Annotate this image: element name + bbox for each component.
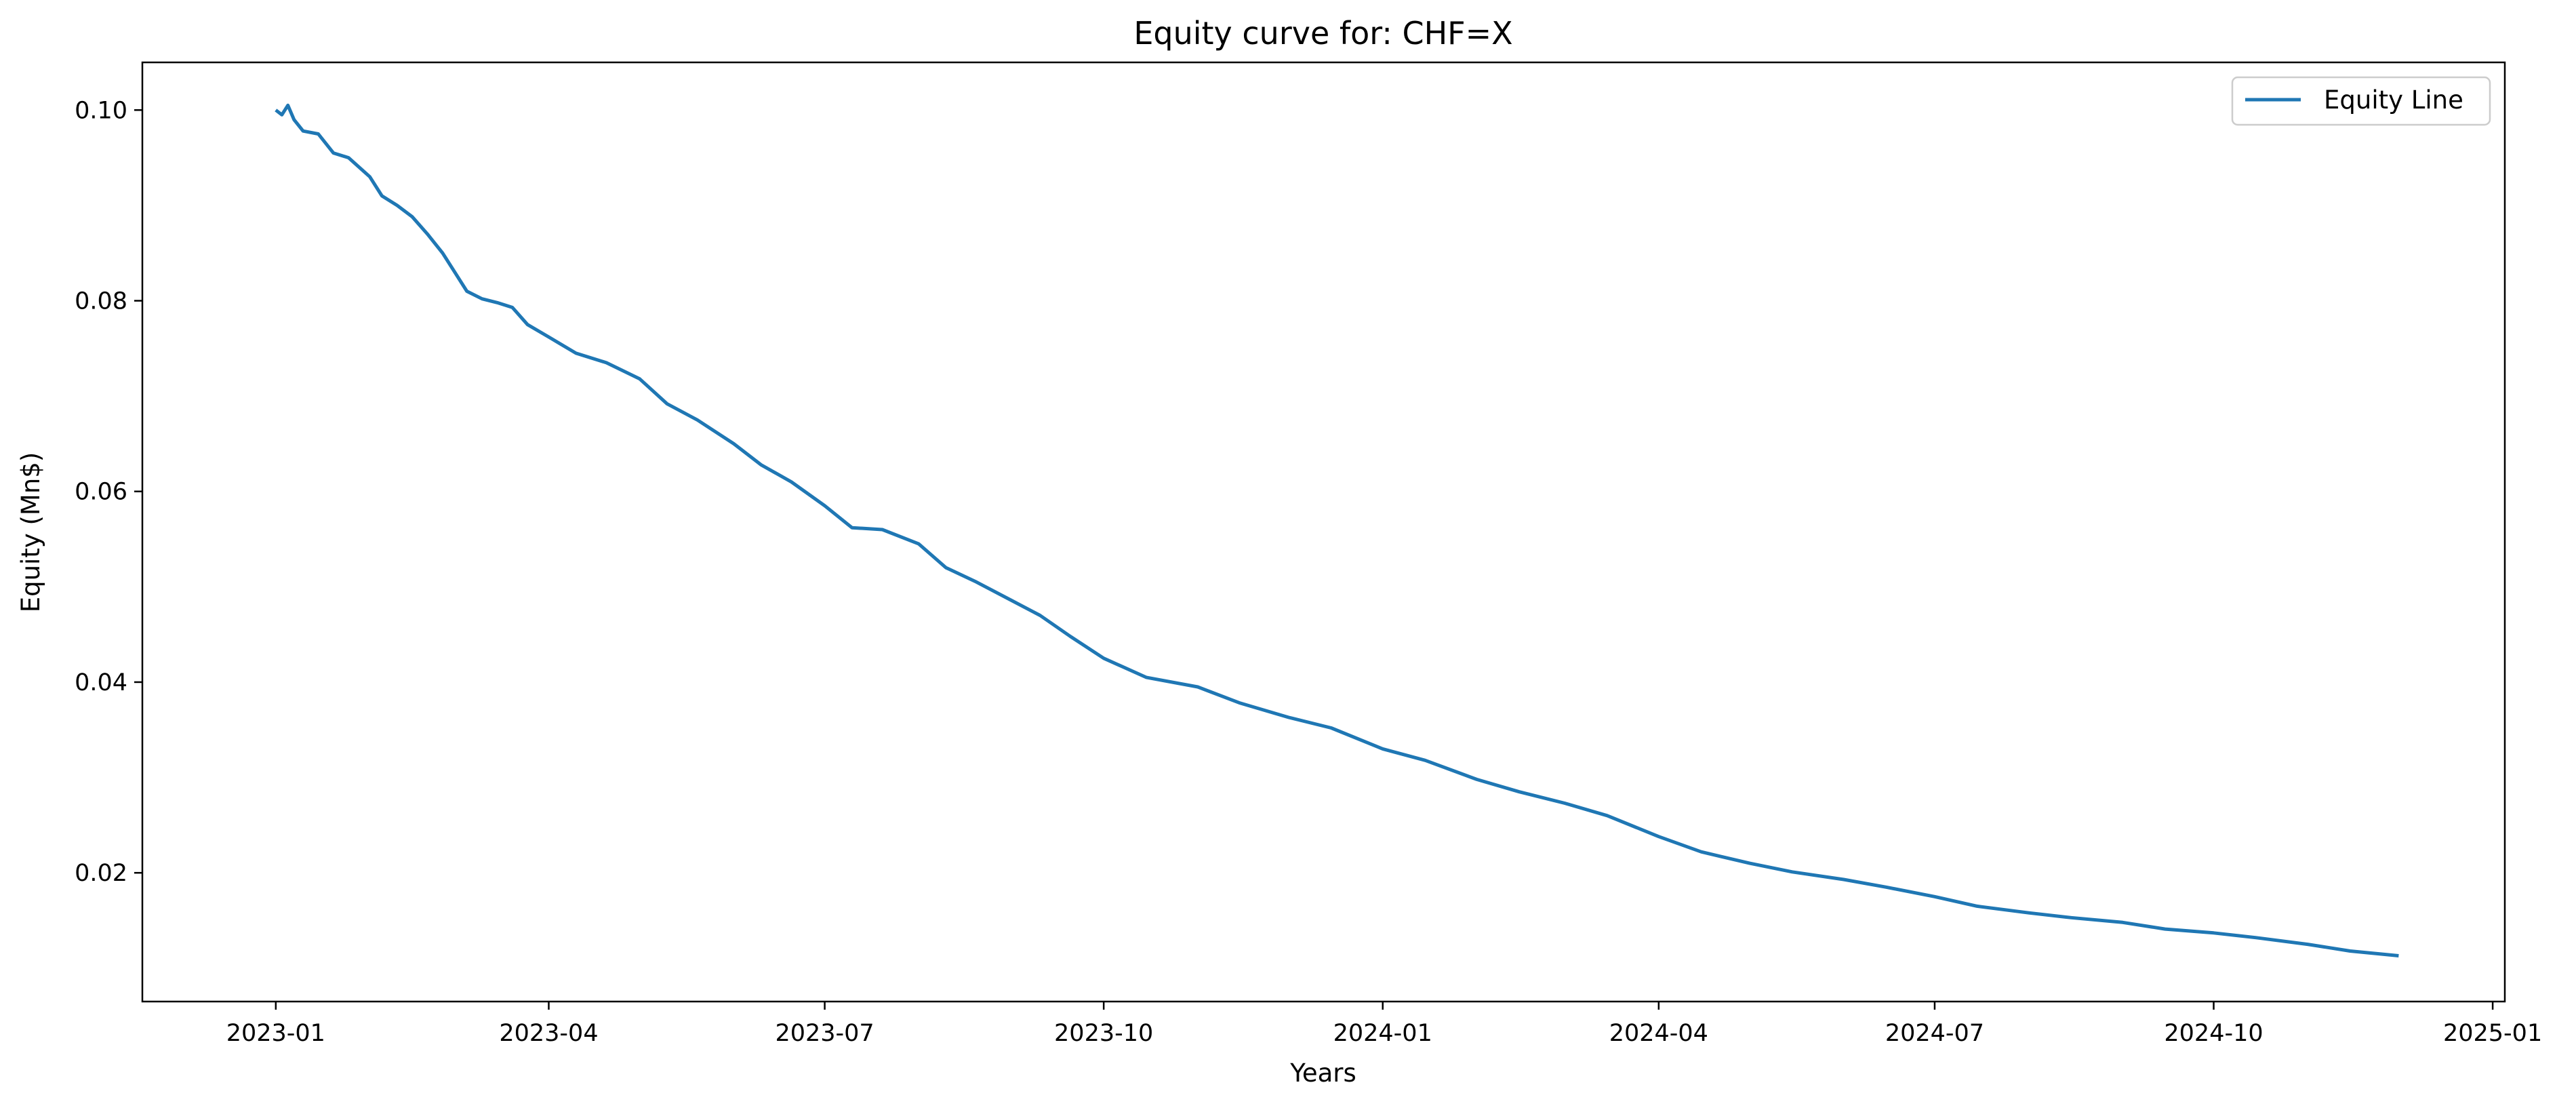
x-tick-label: 2024-07: [1885, 1020, 1984, 1047]
legend-box: [2231, 76, 2491, 126]
x-tick-label: 2023-07: [775, 1020, 874, 1047]
x-tick-label: 2024-01: [1333, 1020, 1432, 1047]
x-tick-label: 2025-01: [2443, 1020, 2542, 1047]
x-tick-label: 2024-10: [2164, 1020, 2263, 1047]
x-tick-label: 2023-01: [226, 1020, 325, 1047]
x-tick-label: 2024-04: [1609, 1020, 1708, 1047]
y-tick-label: 0.10: [75, 97, 127, 124]
y-tick-label: 0.08: [75, 288, 127, 315]
equity-line-series: [275, 103, 2399, 957]
x-axis-label: Years: [1289, 1058, 1356, 1088]
plot-frame: [141, 61, 2506, 1003]
y-tick-label: 0.04: [75, 669, 127, 696]
legend-label: Equity Line: [2324, 85, 2463, 115]
x-axis-ticks: 2023-01 2023-04 2023-07 2023-10 2024-01 2024-…: [226, 1002, 2542, 1047]
y-tick-label: 0.06: [75, 479, 127, 506]
legend: Equity Line: [2231, 76, 2491, 126]
x-tick-label: 2023-10: [1054, 1020, 1153, 1047]
y-tick-label: 0.02: [75, 860, 127, 887]
y-axis-ticks: 0.02 0.04 0.06 0.08 0.10: [75, 97, 142, 887]
plot-area: 2023-01 2023-04 2023-07 2023-10 2024-01 2024-…: [75, 61, 2542, 1047]
x-tick-label: 2023-04: [499, 1020, 598, 1047]
y-axis-label: Equity (Mn$): [16, 452, 45, 613]
chart-title: Equity curve for: CHF=X: [1133, 15, 1512, 52]
